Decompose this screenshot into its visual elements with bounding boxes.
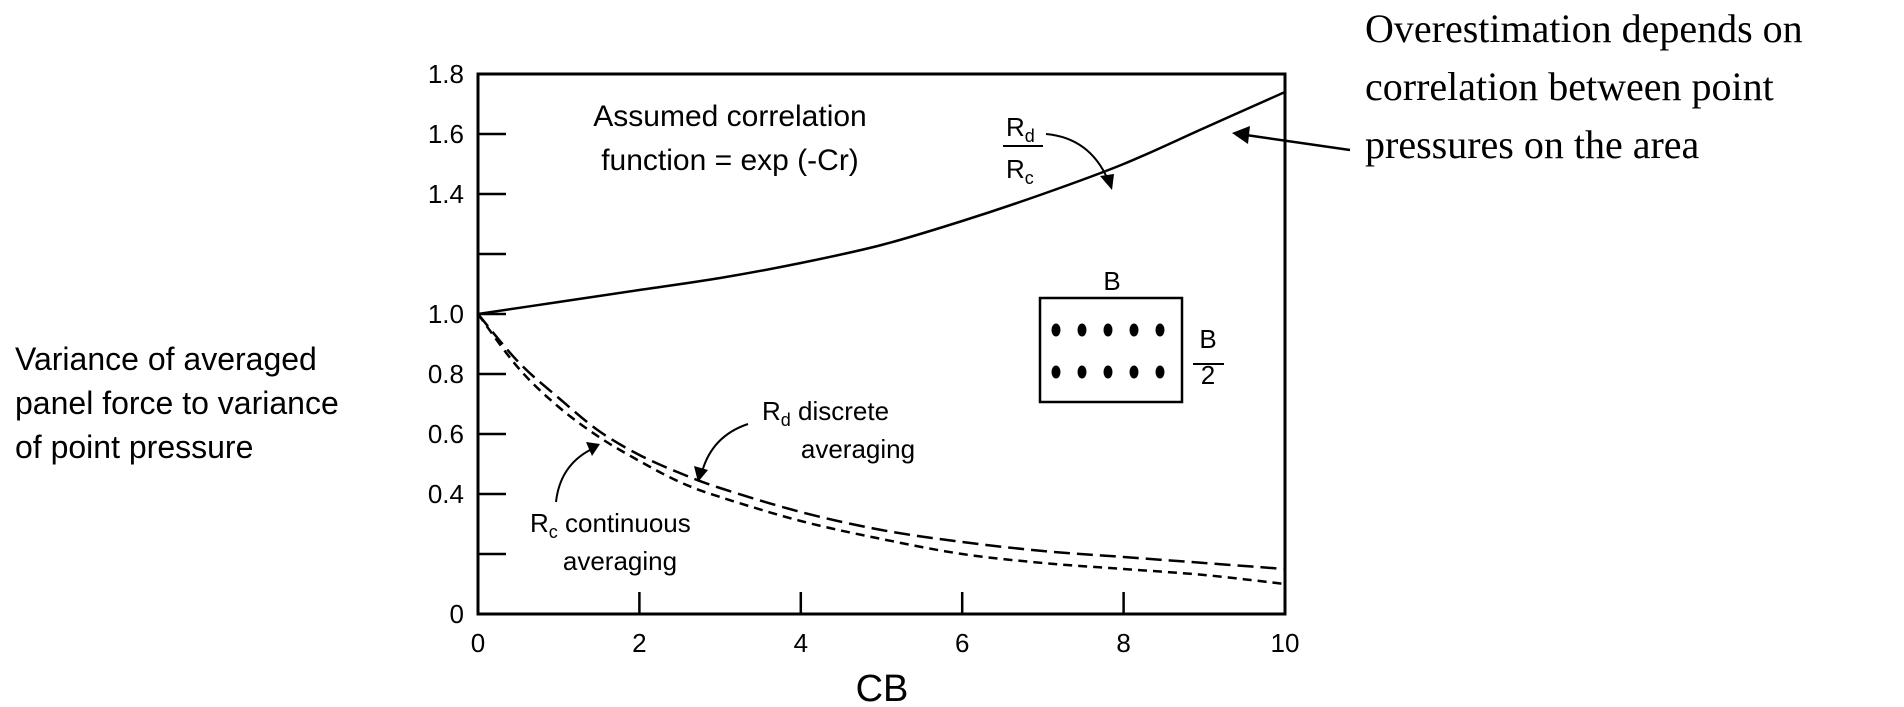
panel-pressure-taps — [1051, 323, 1165, 379]
panel-tap-dot — [1103, 323, 1113, 337]
series-group — [476, 90, 1286, 586]
panel-tap-dot — [1129, 365, 1139, 379]
panel-side-denominator: 2 — [1201, 360, 1215, 390]
callout-line-3: pressures on the area — [1365, 122, 1700, 167]
x-axis-label: CB — [856, 668, 909, 707]
continuous-leader-arrow — [555, 449, 591, 503]
x-tick-label-2: 2 — [632, 628, 646, 658]
discrete-line-1: Rd discrete — [762, 396, 889, 430]
y-axis-label-line-2: panel force to variance — [15, 385, 339, 421]
y-axis-label-line-1: Variance of averaged — [15, 341, 317, 377]
y-tick-label-0-8: 0.8 — [428, 359, 464, 389]
ratio-label: Rd Rc — [1003, 112, 1114, 190]
y-tick-label-1-4: 1.4 — [428, 179, 464, 209]
y-tick-label-1-6: 1.6 — [428, 119, 464, 149]
y-axis-label: Variance of averaged panel force to vari… — [15, 341, 339, 465]
panel-tap-dot — [1155, 323, 1165, 337]
continuous-averaging-label: Rc continuous averaging — [530, 442, 691, 576]
y-axis-ticks: 0 0.4 0.6 0.8 1.0 1.4 1.6 1.8 — [428, 59, 506, 629]
panel-top-label: B — [1103, 266, 1120, 296]
y-tick-label-0-6: 0.6 — [428, 419, 464, 449]
y-axis-label-line-3: of point pressure — [15, 429, 253, 465]
discrete-leader-arrow — [701, 423, 749, 473]
x-tick-label-10: 10 — [1271, 628, 1300, 658]
panel-tap-dot — [1077, 365, 1087, 379]
callout-arrowhead — [1232, 126, 1250, 144]
continuous-line-1: Rc continuous — [530, 508, 691, 542]
discrete-line-2: averaging — [801, 434, 915, 464]
series-line-1 — [477, 313, 1286, 571]
x-tick-label-4: 4 — [794, 628, 808, 658]
correlation-annotation: Assumed correlation function = exp (-Cr) — [593, 100, 866, 177]
ratio-numerator: Rd — [1006, 112, 1035, 146]
continuous-line-2: averaging — [563, 546, 677, 576]
panel-side-numerator: B — [1199, 324, 1216, 354]
x-tick-label-0: 0 — [471, 628, 485, 658]
ratio-arrowhead — [1100, 174, 1114, 190]
panel-rectangle — [1038, 296, 1184, 404]
panel-tap-dot — [1051, 323, 1061, 337]
panel-tap-dot — [1103, 365, 1113, 379]
panel-tap-dot — [1155, 365, 1165, 379]
panel-inset: B B 2 — [1038, 266, 1224, 404]
panel-tap-dot — [1129, 323, 1139, 337]
panel-tap-dot — [1051, 365, 1061, 379]
ratio-leader-arrow — [1045, 133, 1109, 181]
y-tick-label-1: 1.0 — [428, 299, 464, 329]
callout-arrow-line — [1245, 133, 1351, 152]
series-line-0 — [477, 90, 1286, 316]
discrete-arrowhead — [694, 466, 708, 482]
x-axis-ticks: 0 2 4 6 8 10 — [471, 592, 1300, 658]
correlation-line-2: function = exp (-Cr) — [601, 144, 859, 177]
plot-frame — [476, 72, 1287, 616]
panel-tap-dot — [1077, 323, 1087, 337]
continuous-arrowhead — [586, 442, 600, 456]
callout-line-1: Overestimation depends on — [1365, 6, 1803, 51]
x-tick-label-8: 8 — [1116, 628, 1130, 658]
ratio-denominator: Rc — [1006, 154, 1034, 188]
y-tick-label-0: 0 — [450, 599, 464, 629]
x-tick-label-6: 6 — [955, 628, 969, 658]
y-tick-label-0-4: 0.4 — [428, 479, 464, 509]
overestimation-callout: Overestimation depends on correlation be… — [1232, 6, 1803, 167]
callout-line-2: correlation between point — [1365, 64, 1774, 109]
correlation-line-1: Assumed correlation — [593, 100, 866, 133]
series-line-2 — [476, 313, 1286, 586]
discrete-averaging-label: Rd discrete averaging — [694, 396, 915, 482]
y-tick-label-1-8: 1.8 — [428, 59, 464, 89]
